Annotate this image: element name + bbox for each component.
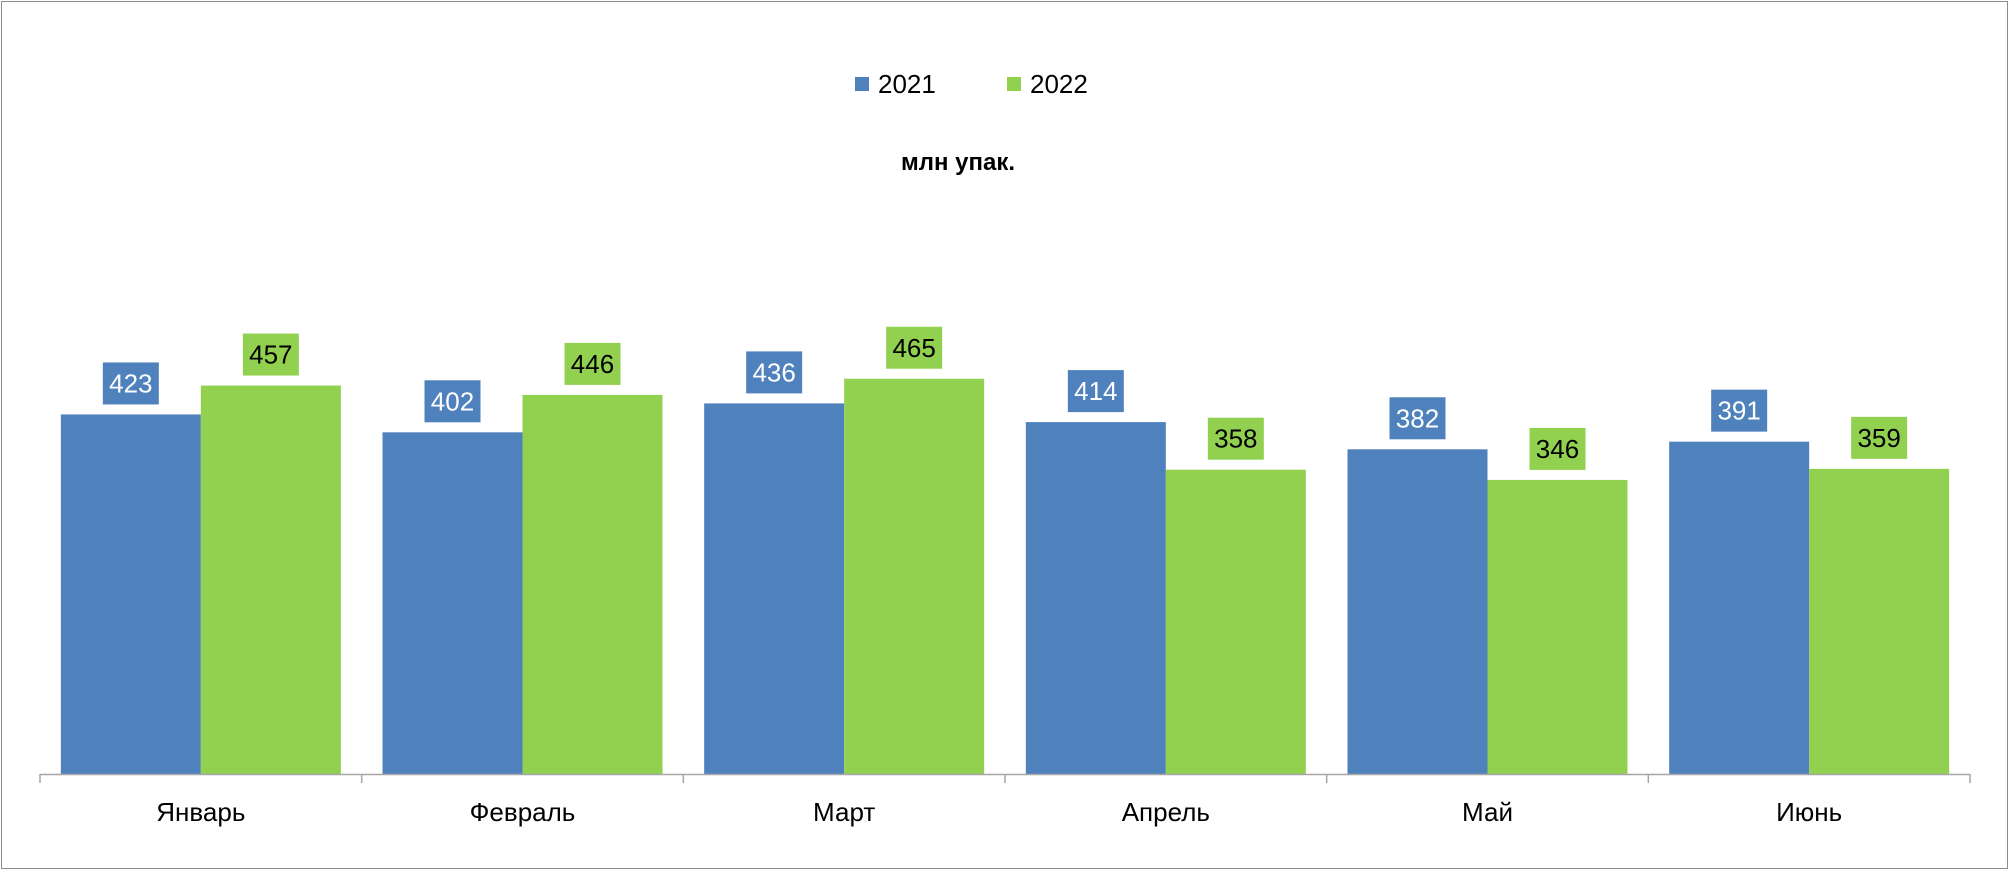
data-label-box-2021-3 xyxy=(746,351,803,394)
category-label-5: Май xyxy=(1462,797,1513,827)
data-label-2021-5: 382 xyxy=(1396,403,1439,433)
data-label-box-2022-4 xyxy=(1207,417,1264,460)
data-label-box-2021-5 xyxy=(1389,397,1446,440)
data-label-box-2021-4 xyxy=(1067,370,1124,413)
data-label-2022-1: 457 xyxy=(249,340,292,370)
unit-label: млн упак. xyxy=(901,149,1015,176)
bar-2021-3 xyxy=(704,403,845,774)
bar-2021-5 xyxy=(1347,449,1488,774)
data-label-2021-1: 423 xyxy=(109,368,152,398)
bar-2022-2 xyxy=(522,394,663,774)
legend: 2021 2022 xyxy=(855,69,1088,99)
legend-label-2021: 2021 xyxy=(878,69,936,99)
data-label-2022-6: 359 xyxy=(1857,423,1900,453)
data-label-box-2022-5 xyxy=(1529,427,1586,470)
data-label-2022-3: 465 xyxy=(892,333,935,363)
data-label-2022-4: 358 xyxy=(1214,424,1257,454)
data-label-box-2021-2 xyxy=(424,380,481,423)
bar-2022-4 xyxy=(1165,469,1306,774)
bar-2021-1 xyxy=(60,414,201,774)
data-label-box-2022-2 xyxy=(564,342,621,385)
data-label-box-2022-1 xyxy=(242,333,299,376)
data-label-2021-3: 436 xyxy=(752,357,795,387)
category-label-3: Март xyxy=(813,797,875,827)
data-label-2022-2: 446 xyxy=(571,349,614,379)
plot-area: 423 457 Январь 402 446 Февраль 436 465 Март 414 35… xyxy=(39,326,1971,827)
legend-label-2022: 2022 xyxy=(1030,69,1088,99)
data-label-2021-2: 402 xyxy=(431,386,474,416)
data-label-box-2021-1 xyxy=(102,362,159,405)
bar-2022-1 xyxy=(200,385,341,774)
bar-2021-2 xyxy=(382,432,523,774)
category-label-6: Июнь xyxy=(1776,797,1842,827)
category-label-4: Апрель xyxy=(1122,797,1210,827)
bar-2022-3 xyxy=(844,378,985,774)
data-label-2021-4: 414 xyxy=(1074,376,1117,406)
data-label-2021-6: 391 xyxy=(1717,396,1760,426)
legend-swatch-2021 xyxy=(855,77,869,91)
bar-2022-6 xyxy=(1809,468,1950,774)
data-label-box-2022-6 xyxy=(1851,416,1908,459)
category-label-2: Февраль xyxy=(470,797,576,827)
data-label-box-2021-6 xyxy=(1711,389,1768,432)
category-label-1: Январь xyxy=(156,797,245,827)
bar-2022-5 xyxy=(1487,479,1628,774)
bar-2021-6 xyxy=(1669,441,1810,774)
legend-swatch-2022 xyxy=(1007,77,1021,91)
data-label-box-2022-3 xyxy=(886,326,943,369)
data-label-2022-5: 346 xyxy=(1536,434,1579,464)
bar-2021-4 xyxy=(1025,422,1166,774)
